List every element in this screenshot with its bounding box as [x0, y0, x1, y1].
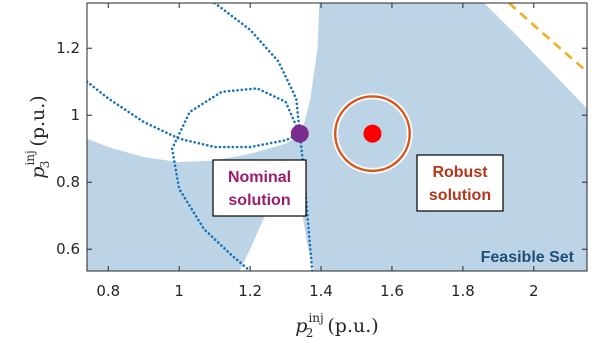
- x-axis-label-unit: (p.u.): [327, 315, 378, 337]
- robust-label-line-1: Robust: [432, 164, 488, 181]
- y-axis-label-sup: inj: [23, 150, 37, 165]
- x-tick-label: 1.6: [380, 282, 404, 300]
- x-tick-label: 1.2: [238, 282, 262, 300]
- axes-frame: [86, 2, 588, 272]
- robust-label-line-2: solution: [429, 187, 491, 204]
- nominal-label-line-2: solution: [228, 192, 290, 209]
- x-tick-label: 1.8: [451, 282, 475, 300]
- x-tick-label: 2: [529, 282, 539, 300]
- y-tick-label: 1.2: [56, 39, 80, 57]
- robust-annotation: Robust solution: [416, 154, 504, 212]
- dotted-boundary-ellipse: [170, 87, 302, 271]
- x-axis-label-sub: 2: [306, 326, 314, 340]
- y-tick-label: 0.8: [56, 173, 80, 191]
- dashed-boundary: [508, 3, 587, 73]
- dotted-boundary-left: [87, 80, 302, 149]
- y-axis-label-sub: 3: [38, 161, 52, 169]
- nominal-annotation-box: [212, 159, 307, 217]
- y-axis-label: p inj3 (p.u.): [23, 95, 52, 178]
- x-axis-ticks: 0.8 1 1.2 1.4 1.6 1.8 2: [96, 3, 539, 300]
- robust-annotation-box: [416, 154, 504, 212]
- uncertainty-circle: [334, 95, 411, 173]
- feasible-set-label: Feasible Set: [481, 249, 575, 266]
- x-tick-label: 1: [174, 282, 184, 300]
- plot-area: [87, 3, 587, 271]
- x-axis-label-sup: inj: [308, 311, 323, 325]
- y-tick-label: 1: [70, 106, 80, 124]
- nominal-annotation: Nominal solution: [212, 159, 307, 217]
- robust-solution-point: [363, 124, 382, 143]
- x-tick-label: 1.4: [309, 282, 333, 300]
- y-axis-ticks: 0.6 0.8 1 1.2: [56, 39, 587, 258]
- y-tick-label: 0.6: [56, 240, 80, 258]
- y-axis-label-unit: (p.u.): [27, 95, 49, 146]
- x-axis-label-base: p: [295, 315, 307, 337]
- y-axis-label-base: p: [27, 167, 49, 179]
- nominal-solution-point: [290, 124, 309, 143]
- nominal-label-line-1: Nominal: [228, 169, 291, 186]
- x-tick-label: 0.8: [96, 282, 120, 300]
- x-axis-label: pinj 2 (p.u.): [295, 311, 378, 340]
